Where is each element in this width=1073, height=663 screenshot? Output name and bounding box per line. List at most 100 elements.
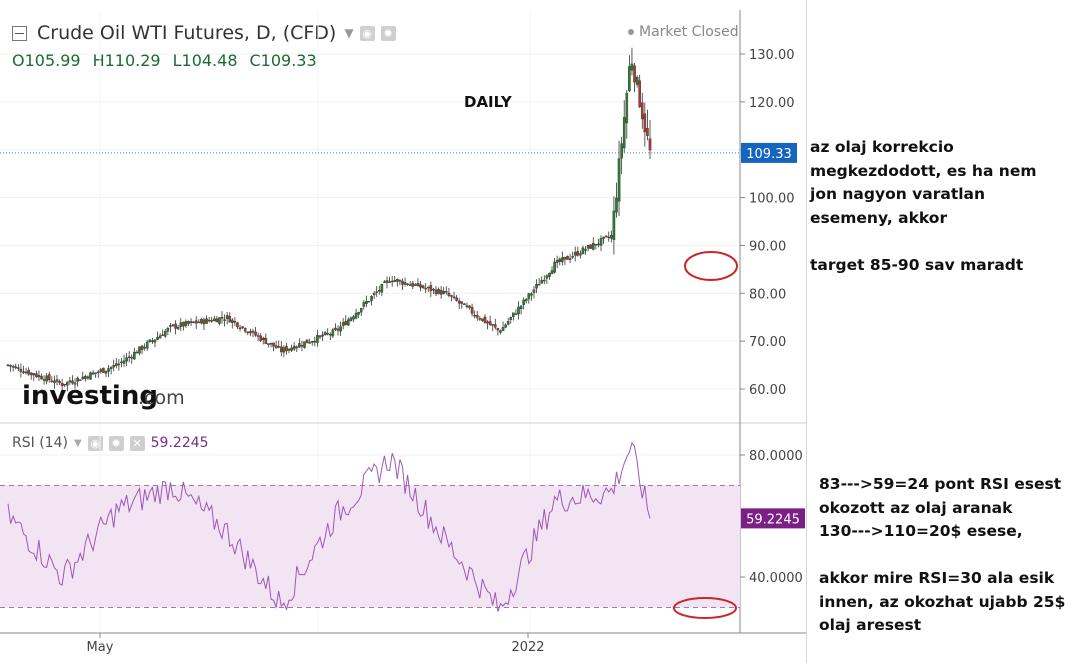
candle-body [628, 66, 631, 91]
gear-icon[interactable]: ✹ [380, 25, 396, 41]
tags: 109.33 59.2245 [741, 142, 805, 529]
candle-body [184, 321, 188, 326]
candle-body [285, 346, 288, 352]
candle-body [604, 235, 608, 238]
candle-body [344, 321, 348, 326]
candle-body [439, 289, 443, 295]
candle-body [42, 379, 46, 381]
candle-body [231, 319, 234, 323]
candle-body [620, 143, 623, 159]
candle-body [501, 327, 505, 332]
candle-body [548, 273, 551, 277]
candle-body [19, 369, 23, 372]
ohlc-open: O105.99 [12, 51, 81, 70]
annotation-bottom-line: olaj aresest [819, 616, 922, 634]
candle-body [563, 256, 567, 260]
candle-body [55, 379, 59, 382]
candle-body [254, 331, 257, 336]
candle-body [236, 322, 239, 328]
candle-body [447, 292, 451, 296]
candle-body [341, 322, 345, 326]
candle-body [370, 296, 373, 301]
candle-body [331, 329, 335, 337]
candle-body [494, 324, 497, 328]
candle-body [566, 255, 569, 260]
candle-body [365, 301, 368, 305]
candle-body [130, 357, 134, 359]
candle-body [527, 293, 531, 300]
candle-body [280, 346, 283, 353]
candle-body [385, 280, 389, 283]
candle-body [215, 318, 219, 323]
candle-body [102, 367, 105, 373]
rsi-chevron-down-icon[interactable]: ▼ [73, 437, 82, 449]
price-tick-label: 120.00 [749, 96, 795, 111]
candle-body [29, 372, 33, 376]
candle-body [401, 280, 404, 285]
price-tag-bg [741, 142, 797, 163]
candle-body [635, 76, 639, 85]
candle-body [328, 334, 332, 336]
candle-body [264, 337, 268, 344]
candle-body [86, 376, 90, 379]
status-dot-icon [628, 29, 634, 35]
candle-body [308, 342, 311, 344]
x-tick-label: 2022 [511, 640, 544, 655]
candle-body [63, 383, 67, 386]
candle-body [179, 322, 183, 327]
rsi-line [7, 441, 651, 612]
candle-body [380, 284, 384, 293]
candle-body [615, 197, 618, 213]
candle-body [187, 321, 190, 324]
candle-body [127, 356, 131, 358]
rsi-close-icon[interactable]: ✕ [129, 435, 145, 451]
candle-body [334, 327, 337, 330]
candle-body [463, 303, 466, 306]
low-label: L [172, 51, 182, 70]
candle-body [305, 339, 309, 344]
candle-body [432, 288, 435, 291]
annotation-top-line: megkezdodott, es ha nem [810, 161, 1037, 180]
candle-body [532, 289, 536, 293]
eye-icon[interactable]: ◉ [359, 25, 375, 41]
rsi-value: 59.2245 [150, 435, 209, 451]
chevron-down-icon[interactable]: ▼ [344, 26, 354, 40]
candle-body [47, 374, 51, 381]
candle-body [347, 319, 350, 326]
candle-body [171, 324, 175, 326]
candle-body [84, 376, 87, 379]
candle-body [486, 321, 489, 324]
candle-body [182, 322, 185, 327]
candle-body [37, 375, 41, 378]
candle-body [303, 341, 306, 348]
candle-body [318, 335, 322, 338]
candle-body [506, 321, 510, 325]
candle-body [640, 102, 644, 120]
rsi-eye-icon[interactable]: ◉ [87, 435, 103, 451]
candle-body [277, 346, 281, 348]
candle-body [267, 343, 270, 345]
candle-body [643, 113, 647, 133]
candle-body [241, 326, 244, 328]
candle-body [522, 299, 525, 305]
candle-body [403, 282, 407, 285]
low-value: 104.48 [181, 51, 238, 70]
chart-svg[interactable]: 60.0070.0080.0090.00100.00110.00120.0013… [0, 0, 806, 663]
candle-body [282, 347, 286, 353]
candle-body [169, 325, 172, 327]
candle-body [225, 315, 229, 319]
candle-body [383, 281, 386, 283]
candle-body [450, 295, 453, 297]
rsi-band-layer [0, 485, 740, 608]
candle-body [161, 334, 164, 336]
rsi-gear-icon[interactable]: ✹ [108, 435, 124, 451]
minimize-icon[interactable] [12, 25, 27, 41]
candle-body [24, 371, 28, 374]
candle-body [200, 319, 203, 324]
candle-body [336, 328, 340, 331]
candle-body [393, 280, 397, 282]
ohlc-high: H110.29 [93, 51, 161, 70]
price-tick-label: 80.00 [749, 287, 786, 302]
candle-body [14, 366, 18, 369]
candle-body [295, 346, 299, 349]
